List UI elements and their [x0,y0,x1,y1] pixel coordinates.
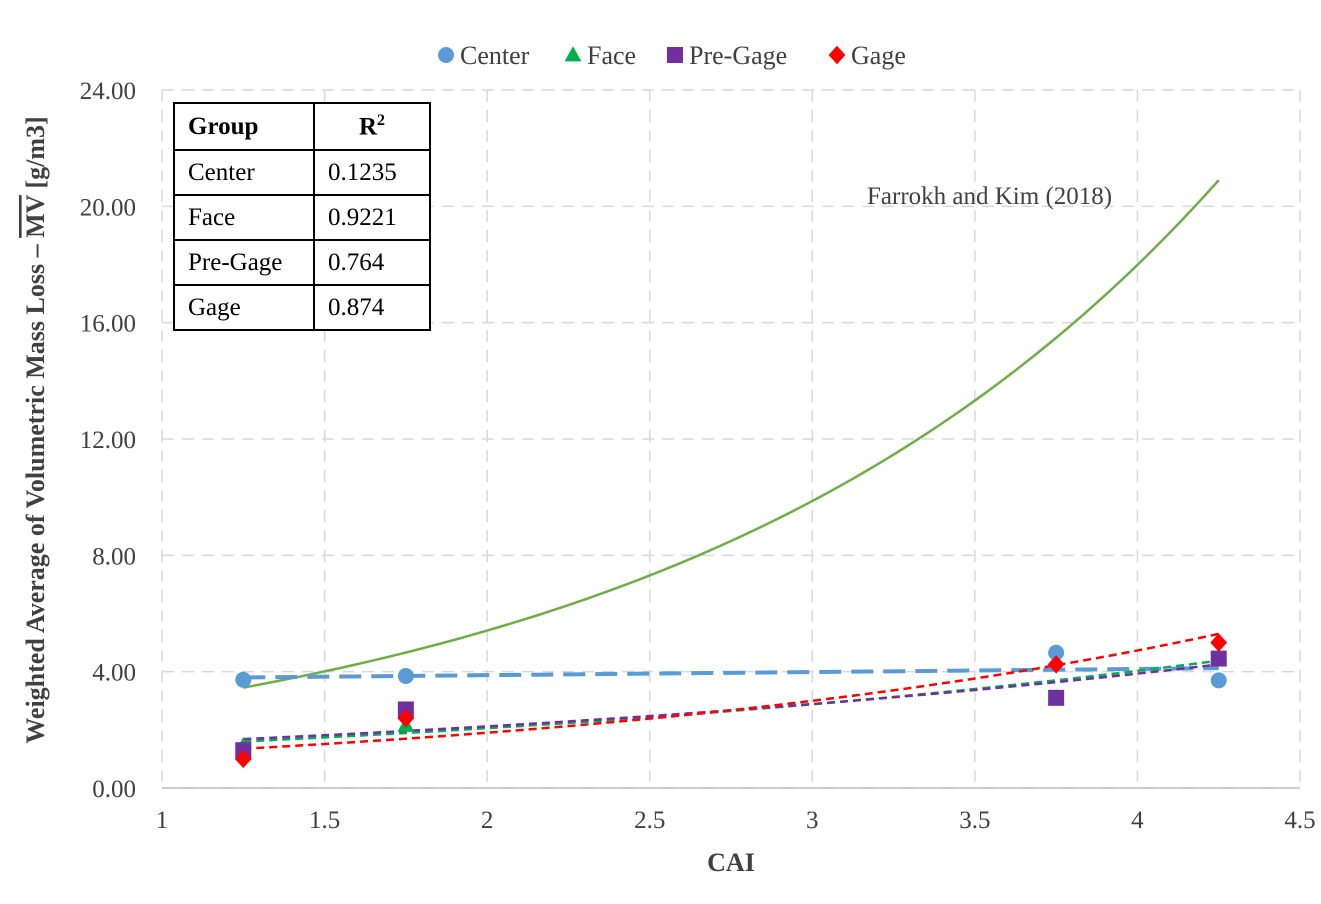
r2-value: 0.764 [313,239,431,286]
legend-marker-gage [828,45,846,65]
point-center [235,671,252,688]
r2-table-header: Group R2 [173,102,431,151]
x-tick-label: 1.5 [309,807,340,834]
r2-group: Pre-Gage [173,239,315,286]
r2-group: Center [173,149,315,196]
table-row: Face 0.9221 [173,194,431,241]
r2-value: 0.9221 [313,194,431,241]
r2-header-sup: 2 [377,111,386,129]
r2-group: Gage [173,284,315,331]
table-row: Center 0.1235 [173,149,431,196]
legend-marker-pre-gage [667,47,683,63]
legend-label-face: Face [587,41,636,70]
table-row: Pre-Gage 0.764 [173,239,431,286]
legend-label-pre-gage: Pre-Gage [689,41,787,70]
r2-header-r: R [358,113,378,141]
table-row: Gage 0.874 [173,284,431,331]
point-gage [1047,655,1065,674]
x-tick-label: 2.5 [634,807,665,834]
point-gage [234,749,252,769]
axes: 1 1.5 2 2.5 3 3.5 4 4.50.004.008.0012.0016.0020… [80,78,1316,834]
farrokh-kim-curve [243,179,1220,689]
y-axis-title-unit: [g/m3] [21,116,50,195]
r2-header-group: Group [173,102,315,151]
r2-value: 0.1235 [313,149,431,196]
point-center [1210,672,1227,689]
legend-label-gage: Gage [851,41,906,70]
y-tick-label: 16.00 [80,311,136,338]
y-tick-label: 8.00 [92,543,136,570]
point-center [397,668,414,685]
point-center [1048,644,1065,661]
x-tick-label: 3 [806,807,819,834]
x-axis-title: CAI [707,848,755,877]
point-gage [397,709,415,728]
r2-value: 0.874 [313,284,431,331]
y-tick-label: 12.00 [80,427,136,454]
x-tick-label: 3.5 [959,807,990,834]
r2-header-r2: R2 [313,102,431,151]
annotation-farrokh-kim: Farrokh and Kim (2018) [867,183,1112,210]
y-axis-title-main: Weighted Average of Volumetric Mass Loss… [21,238,50,744]
trendline-center [243,666,1219,680]
r2-table: Group R2 Center 0.1235 Face 0.9221 Pre-G… [173,102,431,331]
y-axis-title-overline: MV [21,194,50,238]
legend-marker-center [438,47,454,63]
y-tick-label: 0.00 [92,776,136,803]
y-tick-label: 4.00 [92,660,136,687]
trendline-gage [243,632,1219,750]
legend-marker-face [564,46,582,62]
markers [234,633,1228,769]
x-tick-label: 4.5 [1284,807,1315,834]
point-gage [1210,633,1228,652]
legend: Center Face Pre-Gage Gage [438,41,906,70]
legend-label-center: Center [460,41,530,70]
y-axis-title: Weighted Average of Volumetric Mass Loss… [21,116,50,743]
y-tick-label: 24.00 [80,78,136,105]
point-pre-gage [1210,650,1227,667]
x-tick-label: 4 [1131,807,1144,834]
y-tick-label: 20.00 [80,194,136,221]
x-tick-label: 1 [156,807,169,834]
point-pre-gage [1048,689,1065,706]
x-tick-label: 2 [481,807,494,834]
r2-group: Face [173,194,315,241]
